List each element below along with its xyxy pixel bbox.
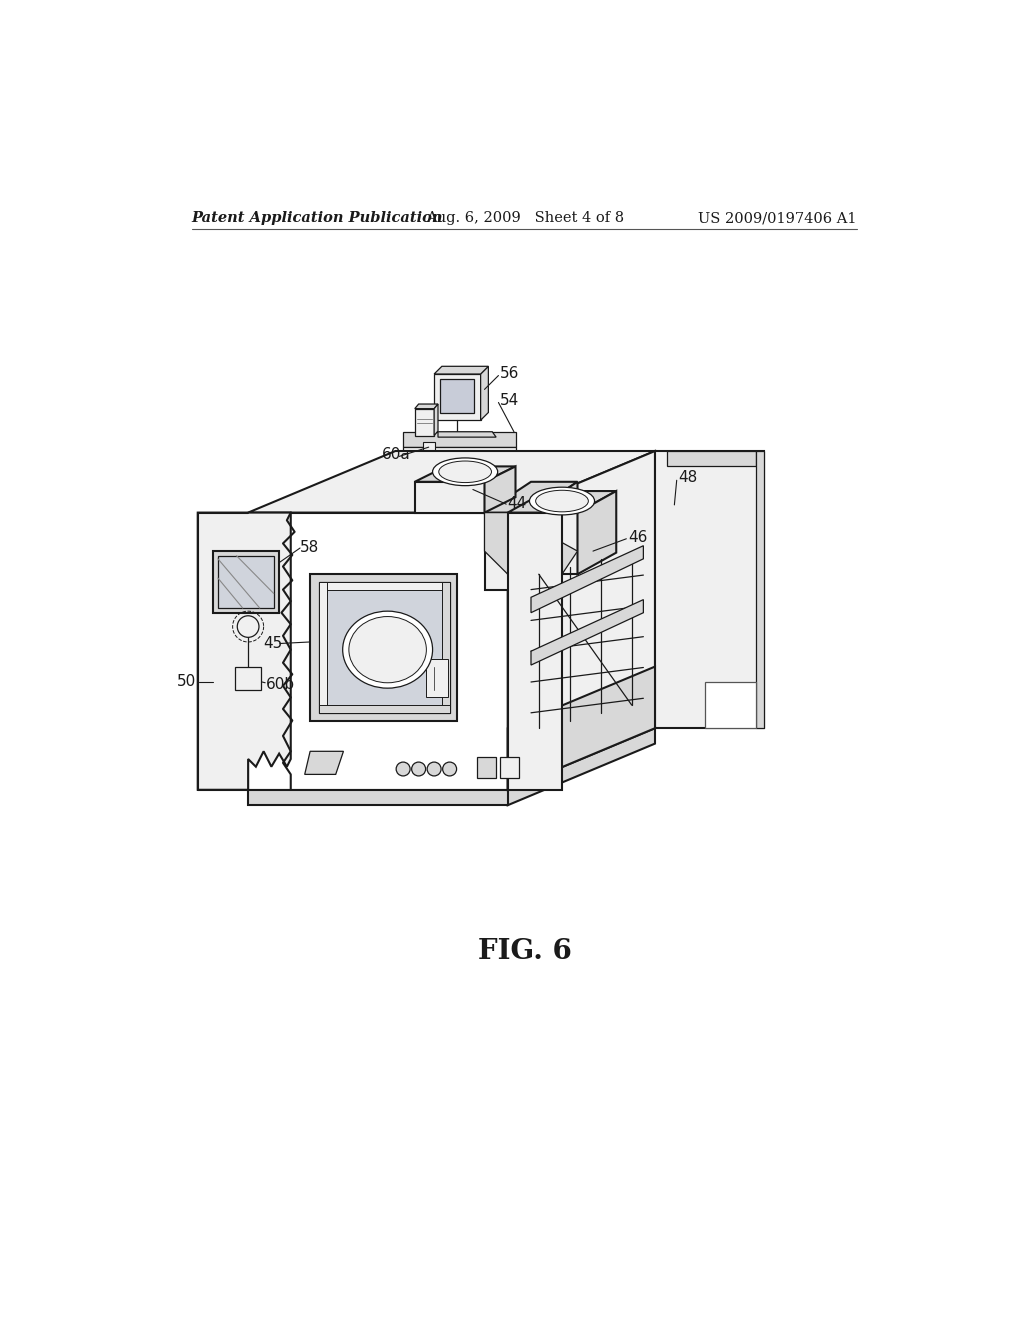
Polygon shape [434, 404, 438, 436]
Text: 54: 54 [500, 393, 519, 408]
Polygon shape [426, 659, 449, 697]
Polygon shape [484, 512, 578, 574]
Polygon shape [198, 512, 291, 789]
Ellipse shape [529, 487, 595, 515]
Text: Patent Application Publication: Patent Application Publication [191, 211, 443, 226]
Polygon shape [403, 432, 515, 447]
Polygon shape [440, 379, 474, 412]
Polygon shape [403, 447, 515, 459]
Polygon shape [484, 466, 515, 512]
Polygon shape [310, 574, 458, 721]
Ellipse shape [442, 762, 457, 776]
Ellipse shape [343, 611, 432, 688]
Polygon shape [706, 682, 756, 729]
Polygon shape [484, 482, 578, 512]
Text: 48: 48 [678, 470, 697, 486]
Polygon shape [578, 491, 616, 574]
Text: 46: 46 [628, 529, 647, 545]
Polygon shape [415, 482, 484, 512]
Text: 45: 45 [263, 636, 283, 651]
Polygon shape [508, 491, 616, 512]
Polygon shape [415, 404, 438, 409]
Ellipse shape [412, 762, 426, 776]
Polygon shape [218, 556, 273, 609]
Ellipse shape [349, 616, 426, 682]
Polygon shape [531, 482, 578, 590]
Polygon shape [508, 451, 655, 789]
Polygon shape [531, 599, 643, 665]
Polygon shape [477, 758, 496, 779]
Polygon shape [319, 582, 328, 713]
Polygon shape [248, 789, 508, 805]
Polygon shape [415, 409, 434, 436]
Polygon shape [508, 512, 562, 789]
Polygon shape [213, 552, 280, 612]
Text: 44: 44 [508, 496, 527, 511]
Ellipse shape [396, 762, 410, 776]
Polygon shape [484, 512, 531, 590]
Polygon shape [415, 466, 515, 482]
Ellipse shape [432, 458, 498, 486]
Polygon shape [248, 512, 508, 789]
Text: US 2009/0197406 A1: US 2009/0197406 A1 [698, 211, 856, 226]
Text: 58: 58 [300, 540, 319, 554]
Ellipse shape [438, 461, 492, 483]
Ellipse shape [238, 615, 259, 638]
Polygon shape [319, 705, 450, 713]
Polygon shape [500, 758, 519, 779]
Polygon shape [655, 451, 764, 729]
Polygon shape [234, 667, 261, 689]
Polygon shape [319, 582, 450, 590]
Polygon shape [438, 432, 496, 437]
Polygon shape [305, 751, 343, 775]
Text: Aug. 6, 2009   Sheet 4 of 8: Aug. 6, 2009 Sheet 4 of 8 [426, 211, 624, 226]
Text: 60a: 60a [382, 447, 411, 462]
Polygon shape [508, 512, 578, 574]
Polygon shape [442, 582, 450, 713]
Ellipse shape [427, 762, 441, 776]
Polygon shape [434, 374, 480, 420]
Ellipse shape [536, 490, 589, 512]
Text: 56: 56 [500, 367, 519, 381]
Text: FIG. 6: FIG. 6 [478, 939, 571, 965]
Polygon shape [423, 442, 435, 451]
Polygon shape [434, 367, 488, 374]
Text: 60b: 60b [266, 677, 295, 692]
Text: 50: 50 [177, 675, 197, 689]
Polygon shape [756, 451, 764, 729]
Polygon shape [508, 729, 655, 805]
Polygon shape [531, 545, 643, 612]
Polygon shape [508, 667, 655, 789]
Polygon shape [667, 451, 756, 466]
Polygon shape [480, 367, 488, 420]
Polygon shape [319, 582, 450, 713]
Polygon shape [248, 451, 655, 512]
